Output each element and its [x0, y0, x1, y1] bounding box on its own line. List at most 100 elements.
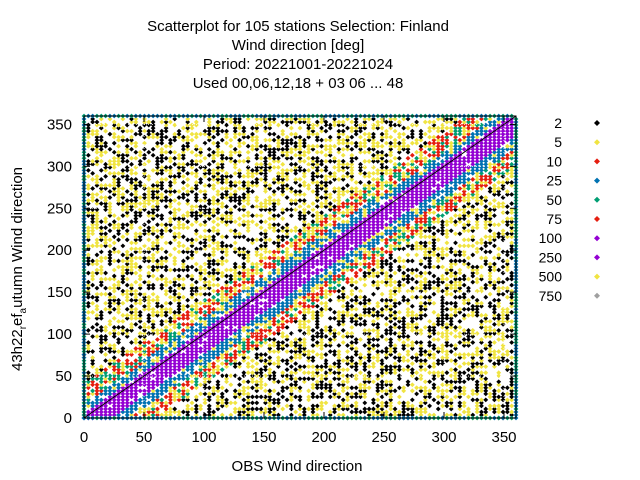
scatter-point — [345, 306, 350, 312]
scatter-point — [358, 315, 363, 321]
scatter-point — [176, 303, 182, 309]
scatter-point — [379, 364, 385, 370]
scatter-point — [371, 267, 376, 273]
scatter-point — [163, 167, 169, 173]
scatter-point — [211, 340, 216, 345]
scatter-point — [301, 240, 307, 246]
scatter-point — [172, 388, 178, 394]
scatter-point — [224, 309, 229, 315]
scatter-point — [116, 222, 121, 228]
scatter-point — [276, 318, 281, 324]
scatter-point — [314, 294, 320, 300]
scatter-point — [155, 155, 160, 161]
scatter-point — [323, 382, 329, 388]
scatter-point — [310, 252, 316, 258]
scatter-point — [111, 186, 117, 191]
scatter-point — [267, 297, 273, 303]
scatter-point — [396, 282, 402, 288]
scatter-point — [396, 192, 402, 197]
scatter-point — [409, 234, 415, 240]
scatter-point — [353, 376, 359, 382]
scatter-point — [353, 294, 359, 300]
scatter-point — [228, 155, 234, 161]
scatter-point — [107, 406, 113, 412]
scatter-point — [245, 255, 251, 261]
scatter-point — [319, 331, 324, 336]
scatter-point — [85, 192, 91, 197]
scatter-point — [94, 177, 100, 182]
scatter-point — [384, 315, 389, 321]
scatter-point — [163, 349, 169, 354]
scatter-point — [206, 318, 212, 324]
scatter-point — [90, 382, 96, 388]
scatter-point — [172, 346, 178, 351]
scatter-point — [375, 352, 381, 357]
scatter-point — [314, 318, 320, 324]
scatter-point — [202, 367, 208, 373]
scatter-point — [271, 343, 277, 348]
scatter-point — [366, 312, 372, 318]
scatter-point — [375, 180, 381, 185]
scatter-point — [180, 225, 186, 231]
scatter-point — [414, 122, 420, 128]
scatter-point — [219, 180, 225, 185]
scatter-point — [409, 122, 415, 128]
scatter-point — [206, 337, 212, 342]
scatter-point — [297, 376, 303, 382]
scatter-point — [375, 315, 381, 321]
scatter-point — [206, 306, 212, 312]
scatter-point — [202, 219, 208, 225]
scatter-point — [327, 364, 333, 370]
scatter-point — [371, 306, 376, 312]
scatter-point — [176, 306, 182, 312]
scatter-point — [336, 195, 342, 200]
scatter-point — [267, 306, 273, 312]
scatter-point — [396, 255, 402, 261]
scatter-point — [414, 201, 420, 206]
scatter-point — [301, 346, 307, 351]
scatter-point — [219, 155, 225, 161]
scatter-point — [245, 219, 251, 225]
scatter-point — [245, 318, 251, 324]
scatter-point — [323, 201, 329, 206]
scatter-point — [172, 391, 178, 397]
scatter-point — [215, 403, 221, 409]
scatter-point — [366, 116, 372, 122]
scatter-point — [129, 240, 134, 246]
scatter-point — [202, 285, 208, 291]
scatter-point — [155, 249, 160, 255]
scatter-point — [414, 189, 420, 194]
scatter-point — [219, 216, 225, 222]
scatter-point — [396, 400, 402, 406]
scatter-point — [137, 237, 143, 243]
scatter-point — [258, 367, 264, 373]
scatter-point — [241, 219, 247, 225]
scatter-point — [168, 373, 173, 379]
scatter-point — [340, 367, 346, 373]
scatter-point — [414, 170, 420, 176]
scatter-point — [85, 134, 91, 140]
scatter-point — [250, 180, 255, 185]
scatter-point — [379, 192, 385, 197]
scatter-point — [310, 143, 316, 149]
scatter-point — [349, 158, 355, 164]
scatter-point — [314, 231, 320, 237]
scatter-point — [288, 297, 294, 303]
scatter-point — [155, 170, 160, 176]
scatter-point — [280, 255, 286, 261]
scatter-point — [314, 282, 320, 288]
scatter-point — [176, 309, 182, 315]
scatter-point — [185, 297, 191, 303]
scatter-point — [232, 149, 238, 155]
scatter-point — [276, 180, 281, 185]
scatter-point — [362, 321, 368, 327]
scatter-point — [332, 249, 337, 255]
scatter-point — [90, 222, 96, 228]
scatter-point — [129, 391, 134, 397]
scatter-point — [409, 312, 415, 318]
scatter-point — [271, 291, 277, 297]
scatter-point — [388, 174, 394, 179]
scatter-point — [159, 177, 165, 182]
scatter-point — [280, 174, 286, 179]
scatter-point — [392, 180, 398, 185]
